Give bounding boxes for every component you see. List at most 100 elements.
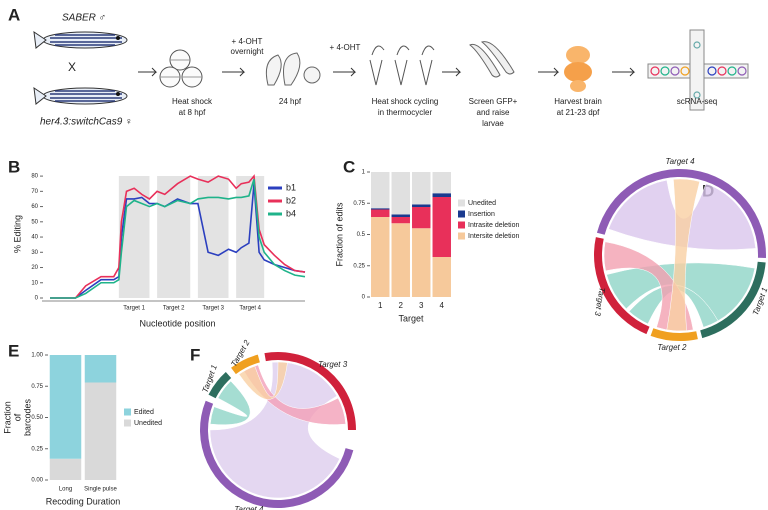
y-axis-label: barcodes [22,398,32,436]
legend-label: b2 [286,195,296,205]
y-tick-label: 0.5 [357,232,366,238]
legend-label: Unedited [134,420,162,427]
x-tick-label: Single pulse [84,487,117,493]
bar-segment [84,355,117,383]
bar-segment [432,193,451,197]
y-tick-label: 0.75 [353,201,365,207]
chord-arc [594,237,650,335]
legend-label: Edited [134,409,154,416]
bar-segment [391,172,410,215]
bar-segment [49,458,82,480]
x-tick-label: Long [59,487,72,493]
legend-swatch [458,210,465,218]
legend-swatch [458,221,465,229]
bar-segment [412,228,431,297]
step-note: + 4-OHT [330,43,361,52]
legend-label: Unedited [468,200,496,207]
panel-letter: A [8,5,20,24]
step-label: Heat shock [172,97,213,106]
y-tick-label: 0.25 [31,446,43,452]
step-label: Harvest brain [554,97,602,106]
y-tick-label: 0.00 [31,478,43,484]
arrows [138,67,636,77]
chord-label: Target 4 [234,505,264,510]
embryos [265,52,321,86]
y-tick-label: 70 [31,189,38,195]
bar-segment [391,214,410,217]
y-tick-label: 60 [31,204,38,210]
microfluidics [647,29,749,111]
y-tick-label: 0 [362,295,366,301]
strain-label: her4.3:switchCas9 ♀ [40,117,133,128]
brain [564,46,592,92]
chord-ribbon [606,262,756,322]
chord-label: Target 3 [318,360,348,369]
bar-segment [84,382,117,480]
x-axis-label: Nucleotide position [139,318,215,328]
bar-segment [49,355,82,459]
fish-bottom [33,86,128,105]
chord-ribbon [209,380,251,425]
legend-swatch [458,232,465,240]
chord-ribbon [666,178,700,332]
y-tick-label: 50 [31,219,38,225]
y-tick-label: 10 [31,280,38,286]
x-tick-label: 1 [378,301,383,310]
x-axis-label: Target [398,313,424,323]
step-label: larvae [482,119,504,128]
step-note: overnight [231,47,265,56]
eggs [159,49,203,88]
chord-label: Target 4 [665,157,695,166]
target-region [157,176,191,298]
region-label: Target 3 [202,306,224,312]
region-label: Target 2 [163,306,185,312]
chord-ribbon [238,361,288,400]
legend-label: b1 [286,182,296,192]
larvae [469,41,515,78]
bar-segment [412,172,431,205]
x-tick-label: 3 [419,301,424,310]
cross-label: X [68,60,76,74]
region-label: Target 4 [239,306,261,312]
y-tick-label: 0.25 [353,263,365,269]
bar-segment [432,197,451,257]
bar-segment [371,217,390,297]
bar-segment [432,257,451,297]
chord-label: Target 3 [593,286,607,317]
bar-segment [371,172,390,209]
chord-arc [264,352,356,430]
bar-segment [412,207,431,229]
y-tick-label: 20 [31,265,38,271]
line-series [50,174,306,299]
bar-segment [391,217,410,224]
step-label: at 8 hpf [179,108,206,117]
panel-letter: C [343,157,355,176]
chord-ribbon [608,179,756,250]
chord-arc [650,328,698,342]
legend-label: Insertion [468,211,495,218]
chord-arc [231,354,260,375]
y-axis-label: Fraction [2,401,12,434]
panel-letter: E [8,341,19,360]
y-tick-label: 80 [31,174,38,180]
target-region [197,176,229,298]
panel-letter: B [8,157,20,176]
y-tick-label: 30 [31,250,38,256]
bar-segment [371,208,390,210]
strain-label: SABER ♂ [62,13,106,24]
y-tick-label: 1 [362,170,366,176]
step-label: at 21-23 dpf [557,108,600,117]
chord-label: Target 2 [657,343,687,352]
region-label: Target 1 [123,306,145,312]
step-label: Heat shock cycling [372,97,439,106]
x-axis-label: Recoding Duration [46,496,121,506]
y-tick-label: 0.50 [31,415,43,421]
y-tick-label: 0.75 [31,384,43,390]
thermocycler-tubes [369,45,435,86]
step-label: scRNA-seq [677,97,717,106]
y-tick-label: 0 [35,296,39,302]
step-label: in thermocycler [378,108,433,117]
fish-top [33,30,128,49]
legend-label: Intersite deletion [468,233,519,240]
